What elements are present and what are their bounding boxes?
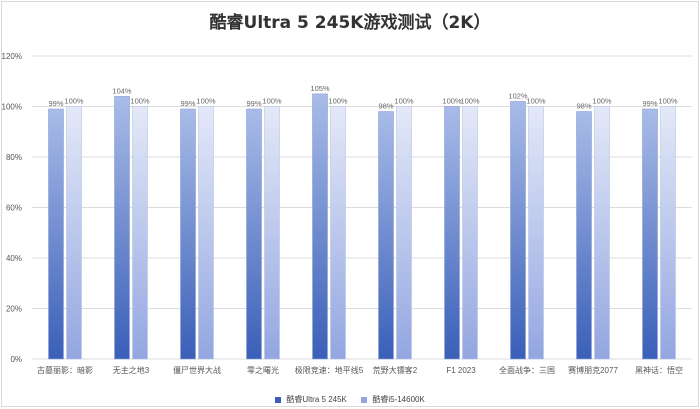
data-label-series-2: 100% bbox=[394, 97, 414, 106]
bar-series-1[interactable] bbox=[48, 108, 64, 360]
x-category-label: 荒野大镖客2 bbox=[373, 365, 418, 375]
legend-swatch-series-1 bbox=[275, 396, 282, 403]
bar-series-2[interactable] bbox=[528, 106, 544, 360]
data-label-series-2: 100% bbox=[526, 97, 546, 106]
data-label-series-2: 100% bbox=[196, 97, 216, 106]
x-category-label: 极限竞速：地平线5 bbox=[295, 365, 364, 375]
y-tick-label: 40% bbox=[6, 254, 22, 263]
y-tick-label: 60% bbox=[6, 204, 22, 213]
data-label-series-1: 99% bbox=[642, 99, 657, 108]
y-tick-label: 80% bbox=[6, 153, 22, 162]
data-label-series-1: 100% bbox=[442, 97, 462, 106]
data-labels: 99% 100%104%100% 99% 100% 99% 100%105%100%98%… bbox=[48, 84, 677, 111]
y-tick-label: 20% bbox=[6, 305, 22, 314]
x-category-label: 零之曙光 bbox=[247, 365, 279, 375]
bar-series-1[interactable] bbox=[576, 111, 592, 360]
bar-series-1[interactable] bbox=[180, 108, 196, 360]
category-labels: 古墓丽影：暗影 无主之地3 僵尸世界大战 零之曙光 极限竞速：地平线5 荒野大镖客2 F1 … bbox=[37, 365, 683, 375]
bar-series-2[interactable] bbox=[66, 106, 82, 360]
legend-item-series-2[interactable]: 酷睿i5-14600K bbox=[361, 394, 425, 405]
legend-label-series-2: 酷睿i5-14600K bbox=[372, 395, 425, 404]
data-label-series-1: 99% bbox=[180, 99, 195, 108]
legend-label-series-1: 酷睿Ultra 5 245K bbox=[286, 395, 347, 404]
x-category-label: F1 2023 bbox=[446, 366, 476, 375]
data-label-series-1: 99% bbox=[48, 99, 63, 108]
bar-series-2[interactable] bbox=[462, 106, 478, 360]
data-label-series-2: 100% bbox=[130, 97, 150, 106]
bar-series-2[interactable] bbox=[198, 106, 214, 360]
data-label-series-1: 102% bbox=[508, 91, 528, 100]
x-category-label: 赛博朋克2077 bbox=[568, 365, 618, 375]
bar-series-1[interactable] bbox=[642, 108, 658, 360]
y-tick-label: 0% bbox=[10, 355, 22, 364]
bar-series-2[interactable] bbox=[396, 106, 412, 360]
bar-series-2[interactable] bbox=[660, 106, 676, 360]
bar-series-1[interactable] bbox=[246, 108, 262, 360]
data-label-series-2: 100% bbox=[64, 97, 84, 106]
y-axis-ticks: 0% 20% 40% 60% 80% 100% 120% bbox=[2, 52, 22, 364]
x-category-label: 全面战争：三国 bbox=[499, 365, 555, 375]
data-label-series-2: 100% bbox=[658, 97, 678, 106]
data-label-series-1: 98% bbox=[576, 102, 591, 111]
y-tick-label: 100% bbox=[2, 103, 22, 112]
bar-series-1[interactable] bbox=[114, 96, 130, 360]
x-category-label: 黑神话：悟空 bbox=[635, 365, 683, 375]
chart-title: 酷睿Ultra 5 245K游戏测试（2K） bbox=[209, 13, 491, 33]
data-label-series-1: 99% bbox=[246, 99, 261, 108]
data-label-series-2: 100% bbox=[262, 97, 282, 106]
bar-series-1[interactable] bbox=[444, 106, 460, 360]
data-label-series-1: 98% bbox=[378, 102, 393, 111]
bar-series-1[interactable] bbox=[378, 111, 394, 360]
bar-series-2[interactable] bbox=[264, 106, 280, 360]
bar-series-2[interactable] bbox=[594, 106, 610, 360]
x-category-label: 古墓丽影：暗影 bbox=[37, 365, 93, 375]
data-label-series-2: 100% bbox=[592, 97, 612, 106]
legend-item-series-1[interactable]: 酷睿Ultra 5 245K bbox=[275, 394, 347, 405]
x-category-label: 无主之地3 bbox=[113, 365, 150, 375]
data-label-series-1: 105% bbox=[310, 84, 330, 93]
data-label-series-2: 100% bbox=[328, 97, 348, 106]
bar-series-1[interactable] bbox=[312, 93, 328, 360]
bar-series-1[interactable] bbox=[510, 101, 526, 360]
y-tick-label: 120% bbox=[2, 52, 22, 61]
legend-swatch-series-2 bbox=[361, 396, 368, 403]
bars bbox=[48, 93, 676, 360]
legend: 酷睿Ultra 5 245K 酷睿i5-14600K bbox=[2, 394, 698, 405]
bar-series-2[interactable] bbox=[330, 106, 346, 360]
data-label-series-1: 104% bbox=[112, 86, 132, 95]
data-label-series-2: 100% bbox=[460, 97, 480, 106]
bar-series-2[interactable] bbox=[132, 106, 148, 360]
x-category-label: 僵尸世界大战 bbox=[173, 365, 221, 375]
